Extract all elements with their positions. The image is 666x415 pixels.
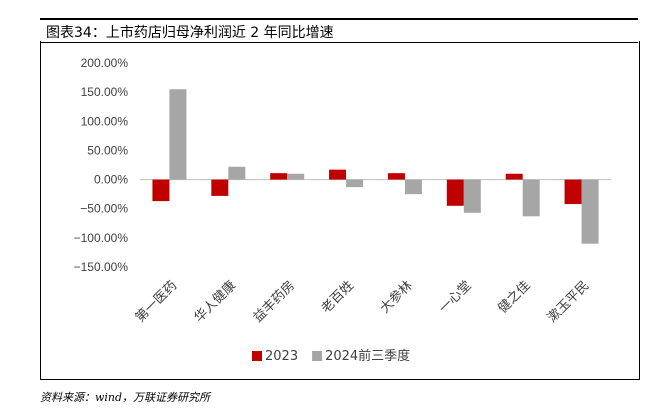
- bar-series-2: [581, 179, 599, 244]
- source-note: 资料来源：wind，万联证券研究所: [40, 391, 211, 404]
- legend-label: 2024前三季度: [325, 348, 410, 364]
- y-tick-label: 50.00%: [87, 143, 128, 157]
- bar-series-2: [287, 173, 305, 180]
- figure-header: 图表34：上市药店归母净利润近 2 年同比增速: [40, 18, 638, 43]
- legend-swatch: [312, 351, 323, 361]
- y-tick-label: 150.00%: [81, 85, 129, 99]
- bar-series-1: [211, 179, 229, 196]
- bar-series-2: [346, 179, 364, 188]
- x-category-label: 益丰药房: [250, 278, 298, 326]
- bar-series-1: [152, 179, 170, 202]
- legend-label: 2023: [265, 349, 298, 364]
- figure-frame: [40, 41, 640, 380]
- x-category-label: 漱玉平民: [545, 278, 592, 325]
- bar-series-1: [329, 169, 347, 180]
- bar-series-1: [270, 173, 288, 180]
- x-category-label: 华人健康: [191, 278, 239, 326]
- bar-series-1: [564, 179, 582, 205]
- legend-swatch: [252, 351, 262, 361]
- bar-series-2: [228, 166, 246, 180]
- x-category-label: 大参林: [377, 278, 416, 317]
- bar-series-2: [522, 179, 540, 217]
- bar-series-1: [505, 173, 523, 180]
- x-category-label: 健之佳: [495, 278, 533, 316]
- x-category-label: 一心堂: [436, 278, 474, 316]
- y-tick-label: 200.00%: [81, 56, 129, 70]
- bar-series-1: [446, 179, 464, 206]
- x-category-label: 老百姓: [319, 278, 357, 316]
- y-tick-label: 0.00%: [94, 173, 128, 187]
- figure-title: 图表34：上市药店归母净利润近 2 年同比增速: [46, 25, 334, 41]
- x-category-label: 第一医药: [133, 278, 180, 325]
- y-tick-label: −150.00%: [74, 260, 129, 274]
- bar-series-2: [404, 179, 422, 195]
- bar-series-2: [169, 89, 187, 180]
- bar-series-1: [387, 173, 405, 180]
- y-tick-label: −100.00%: [74, 231, 129, 245]
- y-tick-label: −50.00%: [80, 202, 128, 216]
- y-tick-label: 100.00%: [81, 114, 129, 128]
- bar-series-2: [463, 179, 481, 213]
